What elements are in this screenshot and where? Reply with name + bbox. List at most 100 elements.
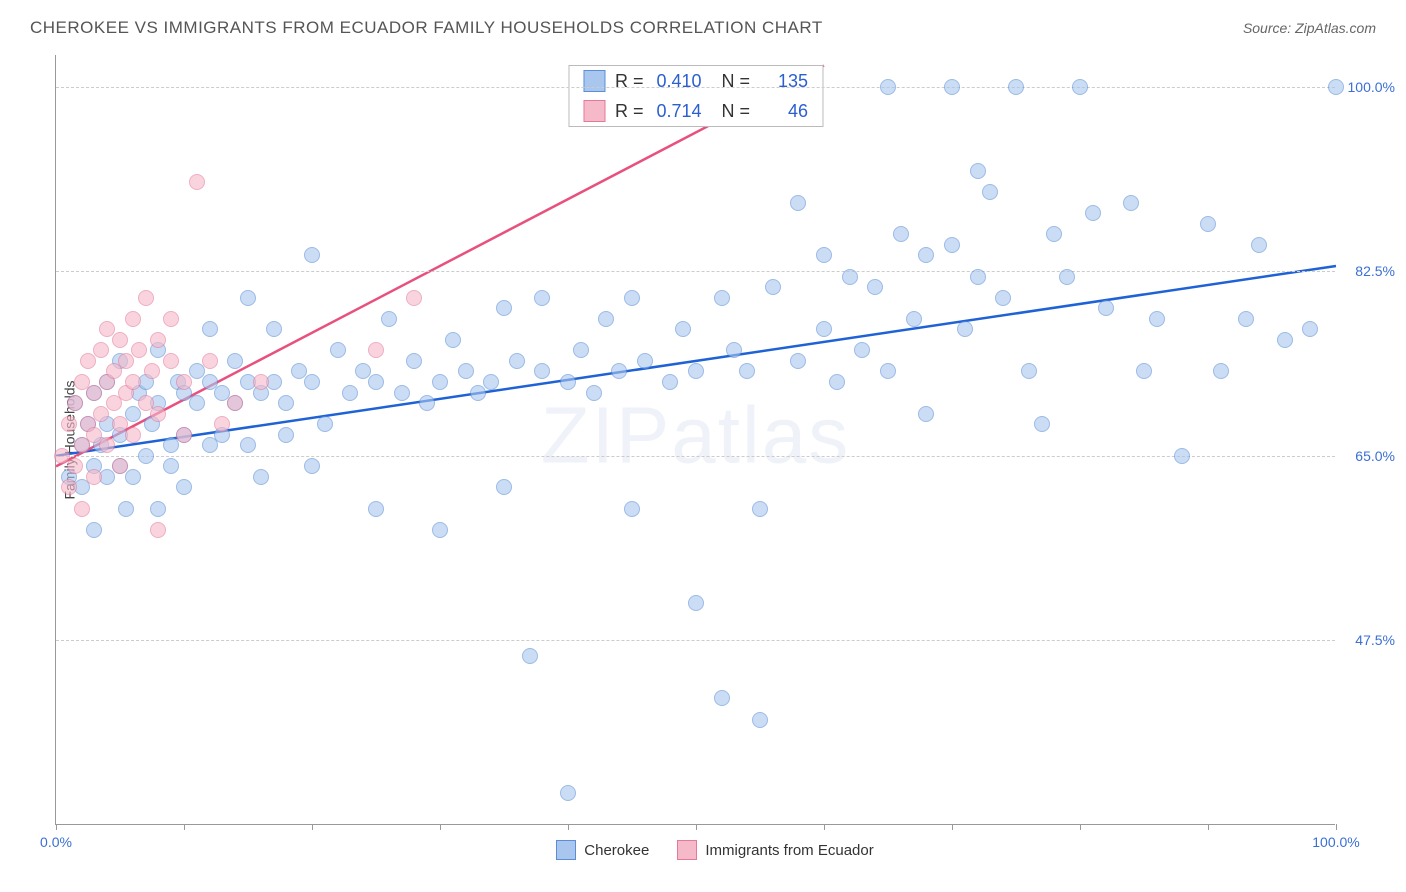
scatter-point (150, 406, 166, 422)
scatter-point (330, 342, 346, 358)
scatter-point (144, 363, 160, 379)
scatter-point (1046, 226, 1062, 242)
watermark: ZIPatlas (541, 389, 850, 481)
scatter-point (496, 479, 512, 495)
scatter-point (445, 332, 461, 348)
x-tick (696, 824, 697, 830)
scatter-point (893, 226, 909, 242)
scatter-point (432, 522, 448, 538)
scatter-point (163, 311, 179, 327)
stats-n-value: 135 (760, 71, 808, 92)
scatter-point (317, 416, 333, 432)
scatter-point (816, 321, 832, 337)
legend-swatch (583, 70, 605, 92)
scatter-point (1251, 237, 1267, 253)
scatter-point (1098, 300, 1114, 316)
scatter-point (93, 342, 109, 358)
scatter-point (906, 311, 922, 327)
scatter-point (61, 479, 77, 495)
scatter-point (419, 395, 435, 411)
scatter-point (67, 458, 83, 474)
scatter-point (790, 195, 806, 211)
scatter-point (1149, 311, 1165, 327)
scatter-point (163, 458, 179, 474)
scatter-point (432, 374, 448, 390)
chart-title: CHEROKEE VS IMMIGRANTS FROM ECUADOR FAMI… (30, 18, 823, 38)
scatter-point (586, 385, 602, 401)
x-tick (184, 824, 185, 830)
legend-swatch (583, 100, 605, 122)
scatter-point (1085, 205, 1101, 221)
x-tick (1208, 824, 1209, 830)
scatter-point (829, 374, 845, 390)
scatter-point (509, 353, 525, 369)
scatter-point (726, 342, 742, 358)
stats-r-value: 0.410 (654, 71, 702, 92)
scatter-point (714, 690, 730, 706)
scatter-point (675, 321, 691, 337)
scatter-point (150, 332, 166, 348)
scatter-point (118, 501, 134, 517)
scatter-point (944, 237, 960, 253)
scatter-point (688, 595, 704, 611)
scatter-point (1238, 311, 1254, 327)
scatter-point (176, 427, 192, 443)
scatter-point (406, 353, 422, 369)
scatter-point (61, 416, 77, 432)
scatter-point (74, 501, 90, 517)
chart-container: Family Households ZIPatlas R =0.410N =13… (55, 55, 1375, 825)
scatter-point (957, 321, 973, 337)
scatter-point (202, 321, 218, 337)
plot-area: ZIPatlas R =0.410N =135R =0.714N =46 47.… (55, 55, 1335, 825)
scatter-point (125, 311, 141, 327)
source-label: Source: ZipAtlas.com (1243, 20, 1376, 36)
scatter-point (394, 385, 410, 401)
scatter-point (534, 290, 550, 306)
scatter-point (138, 290, 154, 306)
x-tick (952, 824, 953, 830)
scatter-point (560, 785, 576, 801)
y-tick-label: 82.5% (1355, 263, 1395, 279)
scatter-point (1123, 195, 1139, 211)
gridline (56, 456, 1335, 457)
scatter-point (99, 437, 115, 453)
series-legend-item: Cherokee (556, 840, 649, 860)
series-name: Immigrants from Ecuador (705, 842, 873, 859)
scatter-point (1200, 216, 1216, 232)
scatter-point (86, 469, 102, 485)
scatter-point (1277, 332, 1293, 348)
gridline (56, 87, 1335, 88)
scatter-point (918, 247, 934, 263)
scatter-point (637, 353, 653, 369)
scatter-point (752, 712, 768, 728)
scatter-point (125, 469, 141, 485)
scatter-point (1021, 363, 1037, 379)
scatter-point (189, 395, 205, 411)
scatter-point (112, 332, 128, 348)
series-name: Cherokee (584, 842, 649, 859)
stats-r-value: 0.714 (654, 101, 702, 122)
scatter-point (1174, 448, 1190, 464)
scatter-point (278, 427, 294, 443)
legend-swatch (556, 840, 576, 860)
scatter-point (304, 247, 320, 263)
gridline (56, 640, 1335, 641)
scatter-point (854, 342, 870, 358)
scatter-point (406, 290, 422, 306)
legend-swatch (677, 840, 697, 860)
scatter-point (611, 363, 627, 379)
scatter-point (227, 395, 243, 411)
scatter-point (125, 427, 141, 443)
scatter-point (752, 501, 768, 517)
scatter-point (368, 501, 384, 517)
scatter-point (867, 279, 883, 295)
scatter-point (368, 342, 384, 358)
stats-n-label: N = (722, 71, 751, 92)
scatter-point (1328, 79, 1344, 95)
x-tick (1080, 824, 1081, 830)
scatter-point (1136, 363, 1152, 379)
scatter-point (458, 363, 474, 379)
scatter-point (176, 374, 192, 390)
x-tick (568, 824, 569, 830)
scatter-point (131, 342, 147, 358)
